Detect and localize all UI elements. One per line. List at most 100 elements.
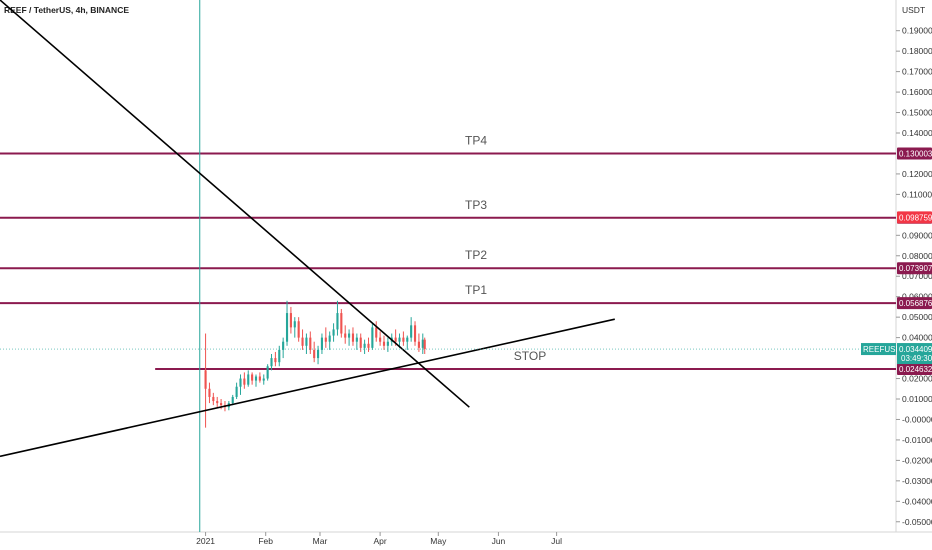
y-tick-label: -0.000000 [902,414,932,424]
candle-body [423,339,426,350]
level-badge-stop: 0.024632 [899,365,932,374]
candle-body [258,376,261,381]
candle-body [278,349,281,363]
level-badge-stop-bg [897,363,932,376]
alert-price-badge: 0.098759 [899,213,932,222]
x-tick-label: Mar [313,536,328,546]
candle-body [293,321,296,328]
candle-body [379,337,382,342]
candle-body [262,378,265,381]
level-badge-tp4-bg [897,147,932,160]
level-badge-tp4: 0.130003 [899,149,932,158]
candle-body [313,349,316,359]
candle-body [316,349,320,359]
y-tick-label: 0.010000 [902,394,932,404]
level-badge-tp1: 0.056876 [899,299,932,308]
x-tick-label: 2021 [196,536,215,546]
level-label-tp4: TP4 [465,133,487,147]
candle-body [398,337,401,342]
current-price-label: 0.034409 [899,345,932,354]
candle-body [289,313,292,328]
candle-body [367,343,370,348]
candle-body [332,329,335,336]
candle-body [254,376,258,381]
candle-body [274,358,277,363]
candle-body [336,313,339,330]
candle-body [216,401,219,404]
candle-body [282,341,285,350]
trendline-ascending [0,318,615,458]
x-tick-label: Apr [374,536,387,546]
candle-body [305,337,308,346]
candle-body [344,333,347,338]
candle-body [251,374,254,381]
bar-countdown-label: 03:49:30 [901,354,932,363]
candle-body [239,378,242,387]
y-tick-label: -0.010000 [902,435,932,445]
candle-body [413,325,417,342]
candle-body [320,337,324,350]
candle-body [402,337,405,342]
candle-body [417,341,420,348]
candle-body [266,366,269,379]
candle-body [375,327,378,338]
candle-body [355,337,358,342]
levels-layer: TP4 TP3 TP2 TP1 STOP [0,133,896,371]
y-tick-label: -0.030000 [902,476,932,486]
candle-body [243,378,246,385]
candle-body [340,313,343,334]
candle-body [285,313,289,342]
candle-body [220,403,223,406]
level-badge-tp2-bg [897,262,932,275]
candle-body [301,337,304,346]
x-tick-label: May [430,536,447,546]
price-badges-layer: 0.1300030.0985680.0739070.0568760.024632… [0,147,932,376]
x-tick-label: Jun [492,536,506,546]
time-axis[interactable]: 2021 Feb Mar Apr May Jun Jul [196,532,562,546]
candle-body [348,333,351,338]
x-tick-label: Jul [551,536,562,546]
candles-layer [204,300,426,428]
candle-body [382,341,386,346]
candle-body [324,337,327,342]
candle-body [309,337,312,350]
candle-body [204,370,207,389]
trendline-descending [0,0,470,408]
candle-body [406,337,409,342]
x-tick-label: Feb [258,536,273,546]
candle-body [231,396,234,404]
currency-label: USDT [902,5,925,15]
candle-body [328,335,331,342]
candle-body [247,374,250,385]
candle-body [208,388,211,397]
candle-body [371,327,374,348]
current-price-badge-bg [897,343,932,365]
candle-body [270,358,273,367]
alert-price-badge-bg [897,211,932,224]
trendlines-layer [0,0,615,458]
candle-body [363,343,366,348]
candle-body [297,321,300,338]
level-badge-tp1-bg [897,297,932,310]
candle-body [235,386,238,397]
candle-body [212,396,215,402]
level-badge-tp2: 0.073907 [899,264,932,273]
chart-title: REEF / TetherUS, 4h, BINANCE [4,5,129,15]
candle-body [394,337,397,342]
